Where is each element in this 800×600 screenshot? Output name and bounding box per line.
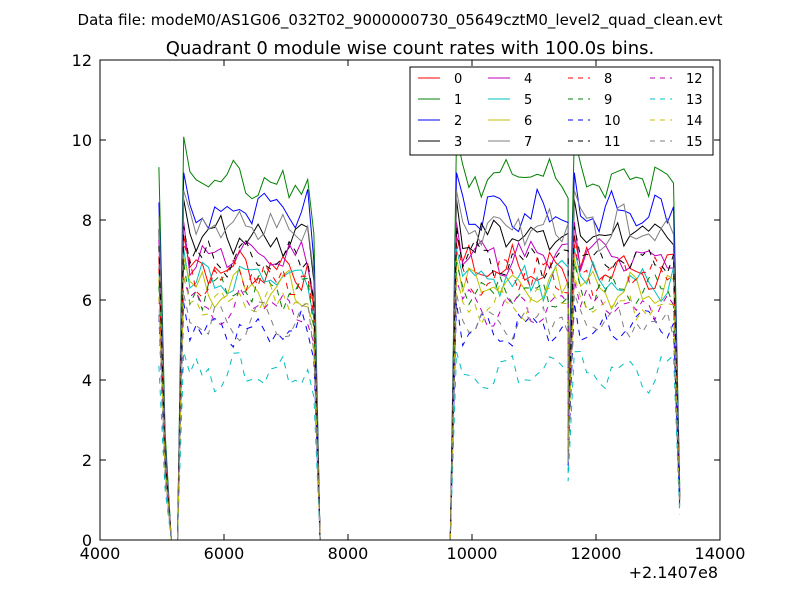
x-offset-label: +2.1407e8: [629, 563, 718, 582]
series-line-8: [158, 244, 681, 541]
legend-label-5: 5: [524, 93, 532, 108]
series-line-9: [158, 262, 681, 541]
x-tick-label: 12000: [571, 544, 622, 563]
plot-lines: [158, 136, 681, 541]
y-tick-label: 8: [82, 211, 92, 230]
series-line-12: [158, 280, 681, 541]
series-line-1: [158, 136, 681, 541]
y-tick-label: 2: [82, 451, 92, 470]
legend-box: [409, 66, 714, 156]
series-line-11: [158, 226, 681, 541]
series-line-7: [158, 190, 681, 541]
suptitle: Data file: modeM0/AS1G06_032T02_90000007…: [78, 11, 723, 30]
series-line-0: [158, 235, 681, 541]
x-tick-label: 14000: [695, 544, 746, 563]
chart-title: Quadrant 0 module wise count rates with …: [166, 38, 655, 59]
legend-label-1: 1: [454, 93, 462, 108]
y-tick-label: 0: [82, 531, 92, 550]
legend-label-8: 8: [604, 72, 612, 87]
series-line-6: [158, 257, 681, 541]
x-tick-label: 10000: [447, 544, 498, 563]
series-line-4: [158, 221, 681, 541]
y-tick-label: 4: [82, 371, 92, 390]
legend-label-2: 2: [454, 114, 462, 129]
series-line-3: [158, 199, 681, 541]
legend-label-15: 15: [686, 135, 703, 150]
legend-label-13: 13: [686, 93, 703, 108]
series-line-5: [158, 248, 681, 541]
y-tick-label: 10: [72, 131, 92, 150]
legend-label-14: 14: [686, 114, 703, 129]
legend-label-10: 10: [604, 114, 621, 129]
legend-label-7: 7: [524, 135, 532, 150]
x-tick-label: 6000: [204, 544, 245, 563]
series-line-15: [158, 293, 681, 541]
legend-label-4: 4: [524, 72, 532, 87]
legend-label-0: 0: [454, 72, 462, 87]
legend-label-12: 12: [686, 72, 703, 87]
series-line-13: [158, 350, 681, 541]
y-tick-label: 6: [82, 291, 92, 310]
series-line-14: [158, 275, 681, 541]
legend-label-11: 11: [604, 135, 621, 150]
series-line-2: [158, 172, 681, 541]
x-tick-label: 8000: [328, 544, 369, 563]
legend-label-3: 3: [454, 135, 462, 150]
legend-label-6: 6: [524, 114, 532, 129]
y-tick-label: 12: [72, 51, 92, 70]
legend-label-9: 9: [604, 93, 612, 108]
x-tick-label: 4000: [80, 544, 121, 563]
